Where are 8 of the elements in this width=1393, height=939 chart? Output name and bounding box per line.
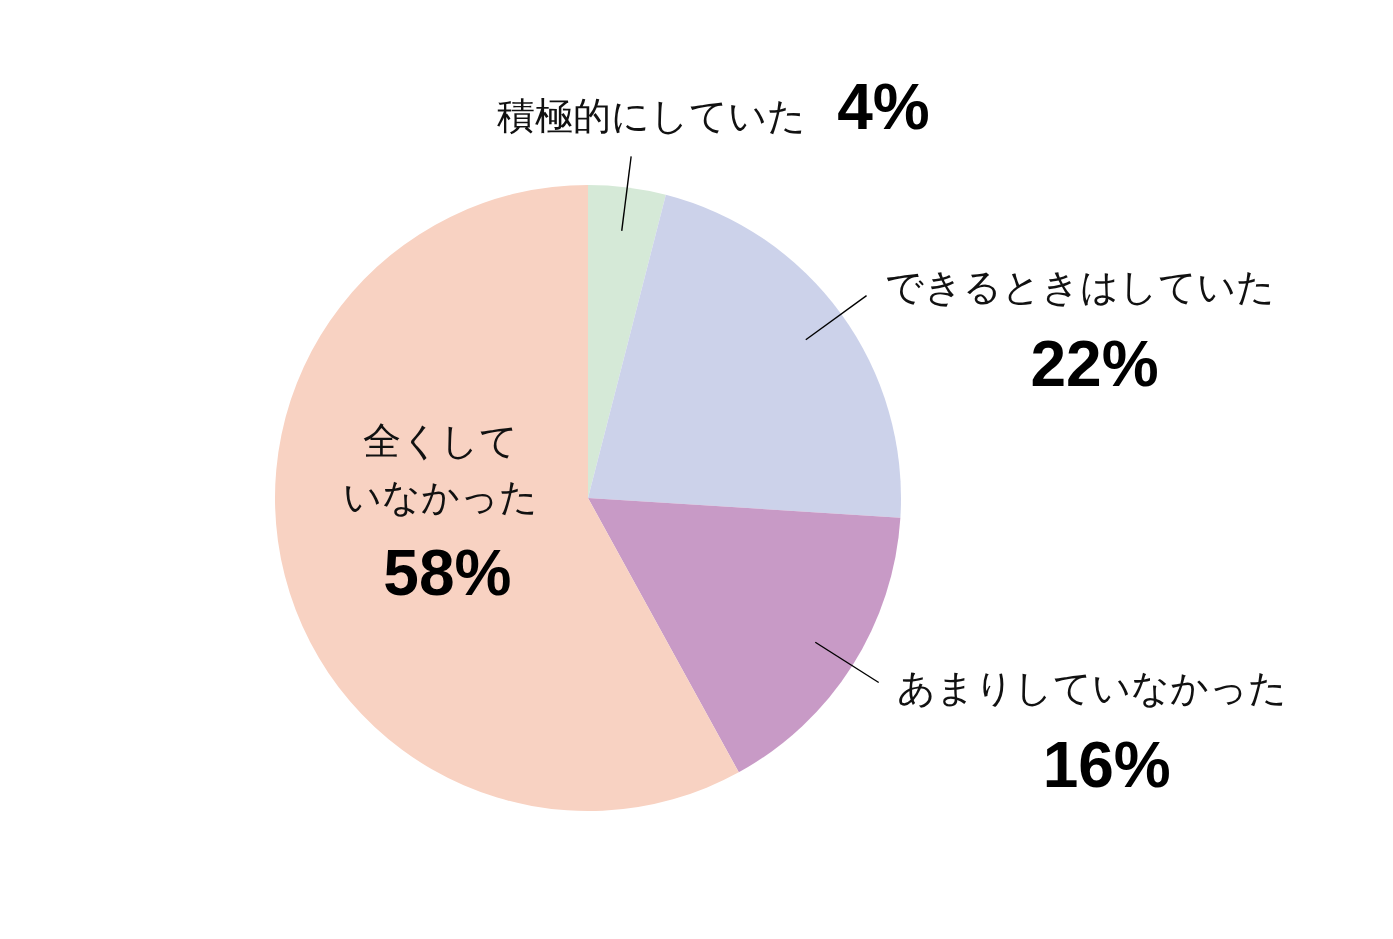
slice-label: あまりしていなかった: [896, 666, 1287, 711]
data-label: 58%: [383, 536, 512, 609]
data-label: 16%: [1042, 729, 1171, 802]
slice-label: 積極的にしていた: [497, 94, 807, 139]
slice-label: できるときはしていた: [884, 264, 1275, 309]
data-label: 22%: [1030, 327, 1159, 400]
slice-label: 全くしていなかった: [342, 418, 538, 519]
data-label: 4%: [837, 71, 930, 144]
